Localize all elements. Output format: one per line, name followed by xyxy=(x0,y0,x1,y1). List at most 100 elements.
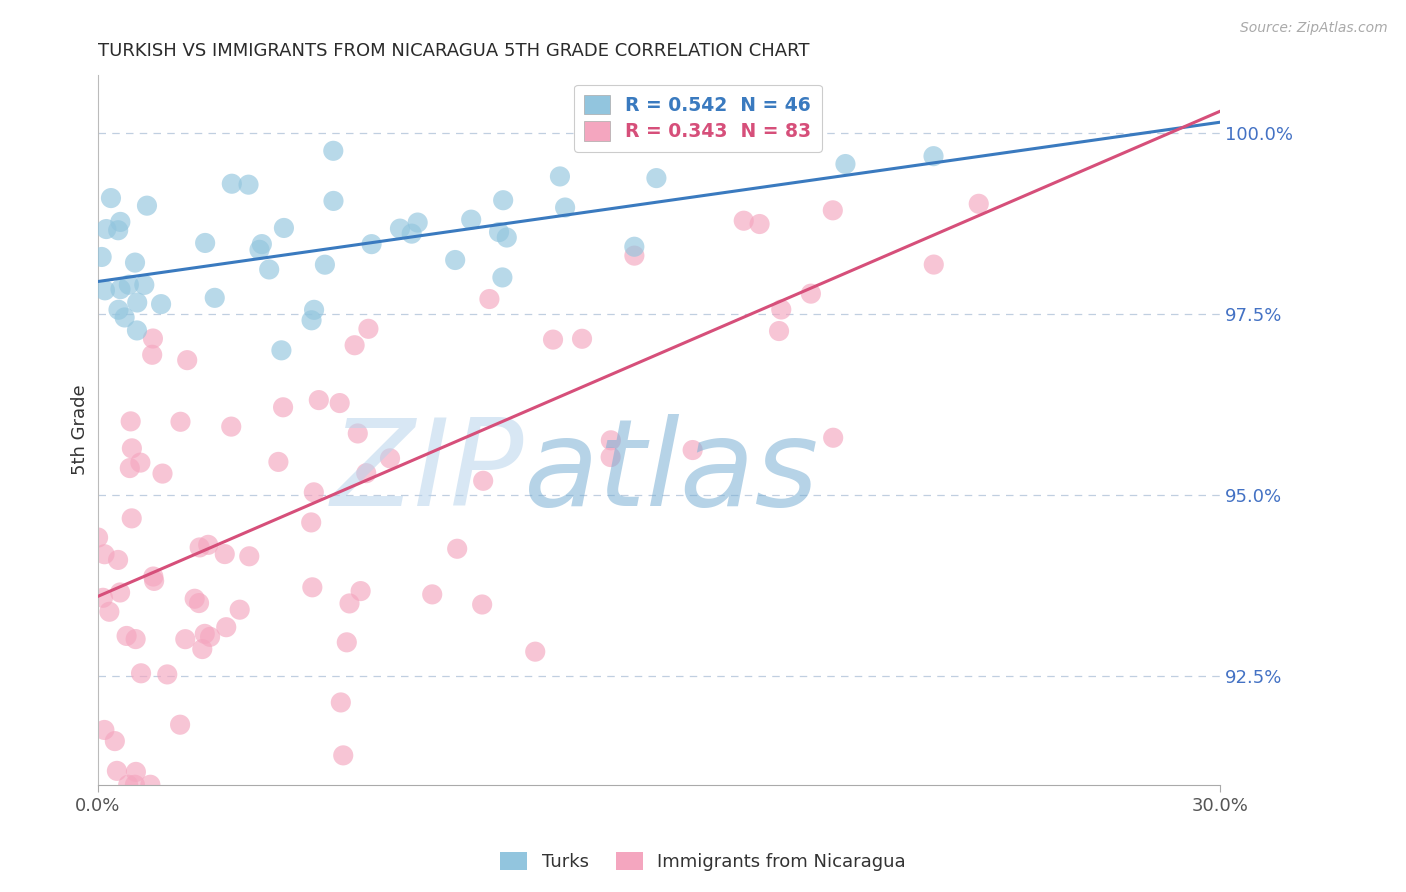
Point xyxy=(118,461,141,475)
Point xyxy=(329,396,352,410)
Point xyxy=(114,310,136,325)
Text: atlas: atlas xyxy=(524,414,820,531)
Point xyxy=(492,193,515,207)
Point xyxy=(267,455,290,469)
Point xyxy=(299,516,322,530)
Point xyxy=(599,434,621,448)
Point xyxy=(169,415,191,429)
Point xyxy=(125,764,148,779)
Y-axis label: 5th Grade: 5th Grade xyxy=(72,384,89,475)
Point xyxy=(623,240,645,254)
Point xyxy=(270,343,292,358)
Point xyxy=(98,605,121,619)
Point xyxy=(834,157,856,171)
Point xyxy=(301,313,323,327)
Point xyxy=(134,277,156,292)
Point xyxy=(215,620,238,634)
Point xyxy=(406,216,429,230)
Point xyxy=(174,632,197,647)
Point xyxy=(524,645,547,659)
Point xyxy=(682,443,704,458)
Point xyxy=(472,474,495,488)
Point xyxy=(770,302,793,317)
Point xyxy=(150,297,173,311)
Point xyxy=(142,331,165,345)
Point xyxy=(349,584,371,599)
Point xyxy=(249,243,271,257)
Point xyxy=(548,169,571,184)
Point xyxy=(110,282,132,296)
Point xyxy=(194,235,217,250)
Point xyxy=(922,258,945,272)
Point xyxy=(188,541,211,555)
Point xyxy=(271,401,294,415)
Point xyxy=(124,255,146,269)
Point xyxy=(107,553,129,567)
Point xyxy=(191,642,214,657)
Point xyxy=(301,580,323,594)
Point xyxy=(554,201,576,215)
Point xyxy=(378,451,401,466)
Point xyxy=(446,541,468,556)
Point xyxy=(645,171,668,186)
Point xyxy=(129,666,152,681)
Point xyxy=(420,587,443,601)
Point xyxy=(571,332,593,346)
Point xyxy=(238,178,260,192)
Point xyxy=(221,177,243,191)
Point xyxy=(332,748,354,763)
Point xyxy=(94,283,117,297)
Point xyxy=(346,426,368,441)
Point xyxy=(322,194,344,208)
Point xyxy=(156,667,179,681)
Point xyxy=(194,627,217,641)
Point xyxy=(228,603,250,617)
Point xyxy=(488,225,510,239)
Point xyxy=(183,591,205,606)
Point xyxy=(257,262,280,277)
Point xyxy=(91,591,114,605)
Point xyxy=(115,629,138,643)
Text: Source: ZipAtlas.com: Source: ZipAtlas.com xyxy=(1240,21,1388,35)
Point xyxy=(176,353,198,368)
Point xyxy=(142,569,165,583)
Point xyxy=(733,213,755,227)
Point xyxy=(967,196,990,211)
Point xyxy=(354,466,377,480)
Point xyxy=(107,302,129,317)
Point xyxy=(136,199,159,213)
Point xyxy=(471,598,494,612)
Point xyxy=(124,632,146,646)
Point xyxy=(139,778,162,792)
Point xyxy=(599,450,621,464)
Point xyxy=(100,191,122,205)
Point xyxy=(329,695,352,709)
Point xyxy=(768,324,790,338)
Point xyxy=(121,442,143,456)
Point xyxy=(110,215,132,229)
Text: TURKISH VS IMMIGRANTS FROM NICARAGUA 5TH GRADE CORRELATION CHART: TURKISH VS IMMIGRANTS FROM NICARAGUA 5TH… xyxy=(97,42,808,60)
Point xyxy=(478,292,501,306)
Point xyxy=(308,393,330,408)
Point xyxy=(204,291,226,305)
Point xyxy=(143,574,166,588)
Point xyxy=(314,258,336,272)
Point xyxy=(90,250,112,264)
Point xyxy=(388,221,411,235)
Point xyxy=(821,203,844,218)
Point xyxy=(93,547,115,561)
Point xyxy=(169,717,191,731)
Point xyxy=(541,333,564,347)
Point xyxy=(108,585,131,599)
Point xyxy=(250,237,273,252)
Point xyxy=(238,549,260,564)
Point xyxy=(198,630,221,644)
Point xyxy=(117,778,139,792)
Point xyxy=(922,149,945,163)
Point xyxy=(339,597,361,611)
Point xyxy=(214,547,236,561)
Point xyxy=(748,217,770,231)
Point xyxy=(87,531,110,545)
Point xyxy=(124,778,146,792)
Point xyxy=(823,431,845,445)
